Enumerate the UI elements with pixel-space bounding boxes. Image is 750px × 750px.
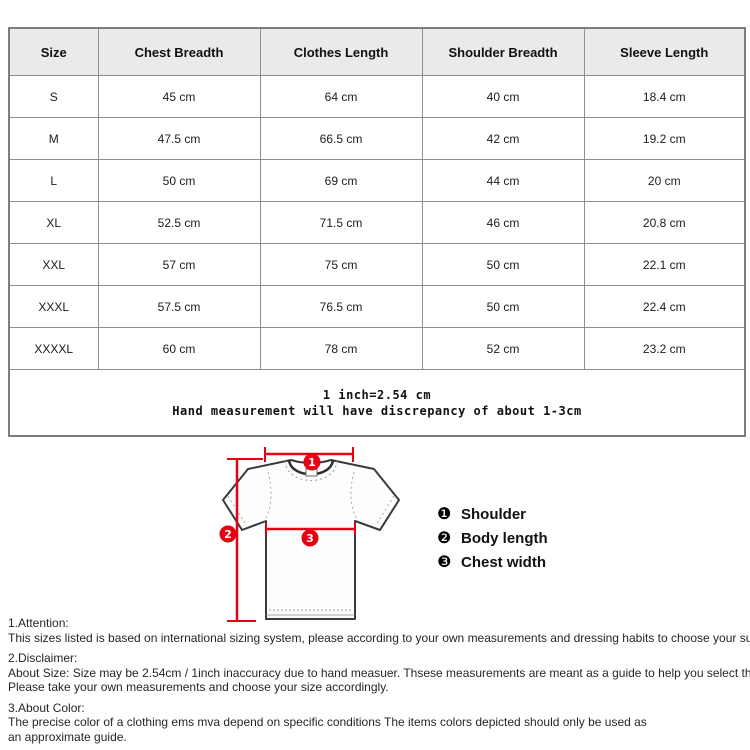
circled-3-icon: ❸ <box>437 552 452 571</box>
note-heading: 2.Disclaimer: <box>8 651 78 665</box>
header-size: Size <box>8 27 99 76</box>
collar-inner-stitch <box>284 460 338 481</box>
shoulder-measure-ticks <box>264 447 354 462</box>
legend-item-chest-width: ❸ Chest width <box>437 550 548 574</box>
table-row: XXXL 57.5 cm 76.5 cm 50 cm 22.4 cm <box>8 285 746 328</box>
length-cell: 75 cm <box>259 243 423 286</box>
chest-cell: 47.5 cm <box>97 117 261 160</box>
left-sleeve-seam <box>263 471 272 522</box>
sleeve-cell: 18.4 cm <box>583 75 746 118</box>
notes-section-about-color: 3.About Color: The precise color of a cl… <box>8 701 750 745</box>
table-row: L 50 cm 69 cm 44 cm 20 cm <box>8 159 746 202</box>
footnote-inch-conversion: 1 inch=2.54 cm <box>322 387 432 402</box>
size-cell: L <box>8 159 99 202</box>
size-cell: XXXXL <box>8 327 99 370</box>
size-cell: S <box>8 75 99 118</box>
footnote-cell: 1 inch=2.54 cm Hand measurement will hav… <box>8 369 746 437</box>
notes-block: 1.Attention: This sizes listed is based … <box>8 616 750 750</box>
chest-cell: 50 cm <box>97 159 261 202</box>
notes-section-disclaimer: 2.Disclaimer: About Size: Size may be 2.… <box>8 651 750 695</box>
sleeve-cell: 19.2 cm <box>583 117 746 160</box>
size-cell: XXXL <box>8 285 99 328</box>
note-line: an approximate guide. <box>8 729 127 744</box>
size-cell: XXL <box>8 243 99 286</box>
size-cell: M <box>8 117 99 160</box>
chest-measure-ticks <box>265 523 356 535</box>
note-heading: 3.About Color: <box>8 700 85 715</box>
length-cell: 66.5 cm <box>259 117 423 160</box>
marker-3-number: 3 <box>306 532 314 545</box>
table-row: XXXXL 60 cm 78 cm 52 cm 23.2 cm <box>8 327 746 370</box>
shoulder-cell: 44 cm <box>421 159 585 202</box>
legend-label: Body length <box>461 529 548 547</box>
chest-cell: 57 cm <box>97 243 261 286</box>
measurement-legend: ❶ Shoulder ❷ Body length ❸ Chest width <box>437 502 548 574</box>
right-sleeve-seam <box>350 471 359 522</box>
marker-1-number: 1 <box>308 456 316 469</box>
shoulder-cell: 50 cm <box>421 243 585 286</box>
notes-section-attention: 1.Attention: This sizes listed is based … <box>8 616 750 645</box>
sleeve-cell: 22.4 cm <box>583 285 746 328</box>
note-line: Please take your own measurements and ch… <box>8 680 389 694</box>
marker-3-icon <box>301 529 319 547</box>
note-line: This sizes listed is based on internatio… <box>8 630 750 645</box>
circled-2-icon: ❷ <box>437 528 452 547</box>
note-line: About Size: Size may be 2.54cm / 1inch i… <box>8 665 750 680</box>
tshirt-measurement-diagram: 1 2 3 <box>219 447 400 622</box>
left-cuff-stitch <box>227 495 247 526</box>
footnote-discrepancy: Hand measurement will have discrepancy o… <box>172 403 582 418</box>
marker-2-icon <box>219 525 237 543</box>
header-chest-breadth: Chest Breadth <box>97 27 261 76</box>
note-line: The precise color of a clothing ems mva … <box>8 715 647 729</box>
sleeve-cell: 22.1 cm <box>583 243 746 286</box>
length-cell: 71.5 cm <box>259 201 423 244</box>
header-clothes-length: Clothes Length <box>259 27 423 76</box>
table-row: M 47.5 cm 66.5 cm 42 cm 19.2 cm <box>8 117 746 160</box>
header-sleeve-length: Sleeve Length <box>583 27 746 76</box>
sleeve-cell: 20 cm <box>583 159 746 202</box>
chest-cell: 45 cm <box>97 75 261 118</box>
shoulder-cell: 52 cm <box>421 327 585 370</box>
table-header-row: Size Chest Breadth Clothes Length Should… <box>8 27 746 76</box>
right-cuff-stitch <box>375 495 395 526</box>
marker-1-icon <box>303 453 321 471</box>
circled-1-icon: ❶ <box>437 504 452 523</box>
size-table: Size Chest Breadth Clothes Length Should… <box>8 27 746 437</box>
header-shoulder-breadth: Shoulder Breadth <box>421 27 585 76</box>
shoulder-cell: 46 cm <box>421 201 585 244</box>
marker-2-number: 2 <box>224 528 232 541</box>
legend-label: Chest width <box>461 553 546 571</box>
chest-cell: 57.5 cm <box>97 285 261 328</box>
length-cell: 69 cm <box>259 159 423 202</box>
legend-item-body-length: ❷ Body length <box>437 526 548 550</box>
length-cell: 78 cm <box>259 327 423 370</box>
body-length-measure-ticks <box>227 458 263 622</box>
shoulder-cell: 42 cm <box>421 117 585 160</box>
length-cell: 76.5 cm <box>259 285 423 328</box>
legend-label: Shoulder <box>461 505 527 523</box>
length-cell: 64 cm <box>259 75 423 118</box>
sleeve-cell: 23.2 cm <box>583 327 746 370</box>
shoulder-cell: 50 cm <box>421 285 585 328</box>
legend-item-shoulder: ❶ Shoulder <box>437 502 548 526</box>
table-row: XXL 57 cm 75 cm 50 cm 22.1 cm <box>8 243 746 286</box>
table-footnote-row: 1 inch=2.54 cm Hand measurement will hav… <box>8 369 746 437</box>
chest-cell: 60 cm <box>97 327 261 370</box>
chest-cell: 52.5 cm <box>97 201 261 244</box>
size-cell: XL <box>8 201 99 244</box>
note-heading: 1.Attention: <box>8 616 69 630</box>
table-row: S 45 cm 64 cm 40 cm 18.4 cm <box>8 75 746 118</box>
shoulder-cell: 40 cm <box>421 75 585 118</box>
table-row: XL 52.5 cm 71.5 cm 46 cm 20.8 cm <box>8 201 746 244</box>
sleeve-cell: 20.8 cm <box>583 201 746 244</box>
